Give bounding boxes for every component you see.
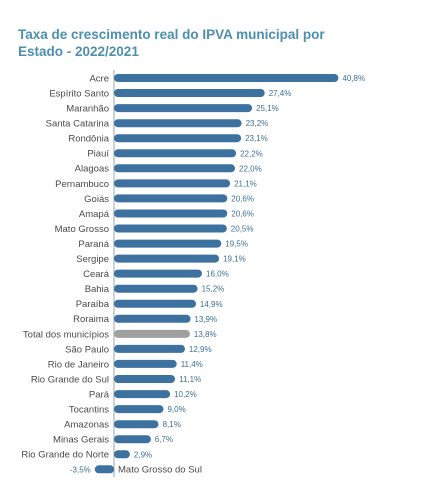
- bar-9: [114, 209, 228, 218]
- bar-0: [114, 74, 339, 82]
- bar-11: [114, 239, 222, 248]
- category-label-15: Paraíba: [76, 299, 110, 310]
- category-label-26: Mato Grosso do Sul: [118, 465, 202, 476]
- bar-17: [114, 329, 190, 338]
- category-label-18: São Paulo: [65, 344, 109, 355]
- bar-19: [114, 359, 177, 368]
- value-label-18: 12,9%: [189, 345, 212, 354]
- category-label-24: Minas Gerais: [53, 435, 109, 446]
- bar-26: [94, 465, 115, 474]
- category-label-12: Sergipe: [76, 254, 109, 265]
- category-label-7: Pernambuco: [55, 179, 109, 190]
- bar-5: [114, 149, 237, 158]
- value-label-26: -3,5%: [70, 465, 91, 474]
- value-label-8: 20,6%: [231, 194, 254, 203]
- category-label-0: Acre: [89, 73, 109, 84]
- bar-16: [114, 314, 191, 323]
- bar-24: [114, 435, 151, 444]
- value-label-7: 21,1%: [234, 179, 257, 188]
- category-label-6: Alagoas: [75, 164, 110, 175]
- value-label-5: 22,2%: [240, 149, 263, 158]
- category-label-1: Espírito Santo: [49, 89, 109, 100]
- bar-4: [114, 134, 242, 143]
- value-label-16: 13,9%: [194, 315, 217, 324]
- bar-18: [114, 344, 185, 353]
- value-label-12: 19,1%: [223, 255, 246, 264]
- value-label-0: 40,8%: [342, 74, 365, 83]
- category-label-13: Ceará: [83, 269, 110, 280]
- value-label-14: 15,2%: [202, 285, 225, 294]
- value-label-20: 11,1%: [179, 375, 201, 384]
- category-label-4: Rondônia: [68, 134, 109, 145]
- value-label-3: 23,2%: [246, 119, 269, 128]
- bar-2: [114, 104, 253, 113]
- category-label-21: Pará: [89, 389, 110, 400]
- category-label-20: Rio Grande do Sul: [31, 374, 109, 385]
- bar-14: [114, 284, 198, 293]
- value-label-13: 16,0%: [206, 270, 229, 279]
- category-label-16: Roraima: [73, 314, 110, 325]
- category-label-10: Mato Grosso: [55, 224, 109, 235]
- bar-1: [114, 89, 265, 97]
- value-label-23: 8,1%: [163, 420, 181, 429]
- category-label-11: Paraná: [78, 239, 109, 250]
- category-label-2: Maranhão: [66, 104, 109, 115]
- value-label-25: 2,9%: [134, 450, 152, 459]
- category-label-9: Amapá: [79, 209, 110, 220]
- bar-6: [114, 164, 235, 173]
- category-label-8: Goiás: [84, 194, 109, 205]
- value-label-9: 20,6%: [231, 210, 254, 219]
- value-label-15: 14,9%: [200, 300, 223, 309]
- bar-10: [114, 224, 227, 233]
- value-label-24: 6,7%: [155, 435, 173, 444]
- value-label-19: 11,4%: [181, 360, 203, 369]
- value-label-2: 25,1%: [256, 104, 279, 113]
- bar-22: [114, 405, 164, 414]
- category-label-14: Bahia: [85, 284, 110, 295]
- value-label-4: 23,1%: [245, 134, 268, 143]
- bar-13: [114, 269, 202, 278]
- bar-21: [114, 390, 171, 399]
- value-label-21: 10,2%: [174, 390, 197, 399]
- value-label-11: 19,5%: [225, 240, 248, 249]
- category-label-17: Total dos municípios: [23, 329, 109, 340]
- category-label-19: Rio de Janeiro: [48, 359, 109, 370]
- bar-12: [114, 254, 220, 263]
- bar-8: [114, 194, 228, 203]
- value-label-17: 13,8%: [194, 330, 217, 339]
- value-label-1: 27,4%: [269, 89, 292, 98]
- bar-25: [114, 450, 130, 459]
- chart-title: Taxa de crescimento real do IPVA municip…: [18, 27, 325, 59]
- category-label-5: Piauí: [87, 149, 109, 160]
- bar-20: [114, 375, 175, 383]
- value-label-22: 9,0%: [168, 405, 186, 414]
- category-label-23: Amazonas: [64, 420, 109, 431]
- value-label-6: 22,0%: [239, 164, 262, 173]
- bar-23: [114, 420, 159, 429]
- category-label-3: Santa Catarina: [46, 119, 110, 130]
- category-label-25: Rio Grande do Norte: [21, 450, 109, 461]
- bar-15: [114, 299, 196, 308]
- category-label-22: Tocantins: [69, 405, 109, 416]
- value-label-10: 20,5%: [231, 225, 254, 234]
- bar-3: [114, 119, 242, 128]
- bar-7: [114, 179, 231, 188]
